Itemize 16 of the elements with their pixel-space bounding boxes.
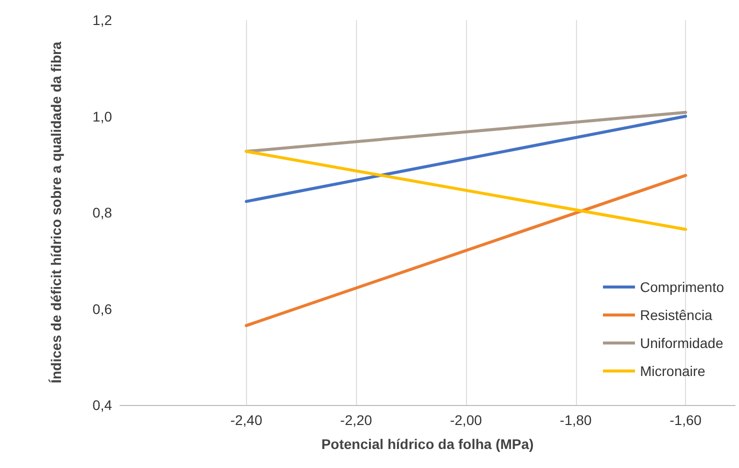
- x-tick-label: -2,20: [340, 412, 372, 428]
- x-axis-title: Potencial hídrico da folha (MPa): [321, 436, 534, 452]
- x-tick-label: -2,00: [450, 412, 482, 428]
- x-tick-label: -1,60: [670, 412, 702, 428]
- y-tick-label: 0,8: [92, 204, 112, 220]
- x-tick-label: -2,40: [230, 412, 262, 428]
- legend-label: Resistência: [640, 307, 713, 323]
- y-axis-title: Índices de déficit hídrico sobre a qualidade da fibra: [48, 42, 64, 384]
- y-tick-label: 0,4: [92, 397, 112, 413]
- legend-label: Comprimento: [640, 279, 724, 295]
- legend-label: Micronaire: [640, 363, 706, 379]
- y-tick-label: 1,0: [92, 108, 112, 124]
- legend-label: Uniformidade: [640, 335, 724, 351]
- y-tick-label: 1,2: [92, 12, 112, 28]
- x-tick-label: -1,80: [560, 412, 592, 428]
- y-tick-label: 0,6: [92, 300, 112, 317]
